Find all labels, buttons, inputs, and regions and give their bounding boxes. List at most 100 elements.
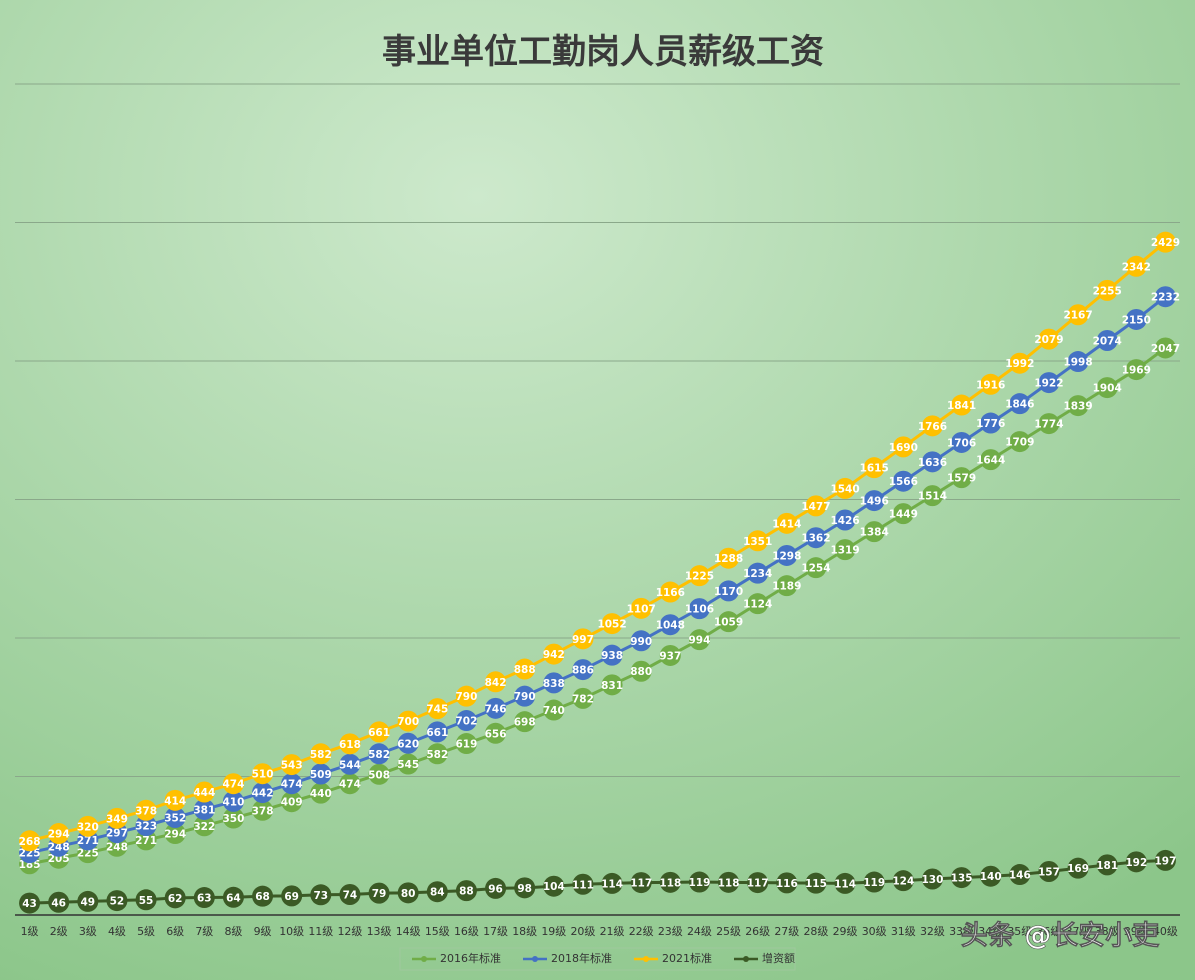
legend-label: 2018年标准 xyxy=(551,951,612,965)
x-tick-label: 36级 xyxy=(1036,925,1061,938)
x-tick-label: 22级 xyxy=(629,925,654,938)
data-label: 508 xyxy=(368,769,390,781)
point xyxy=(659,614,681,636)
data-label: 146 xyxy=(1009,870,1031,882)
point xyxy=(863,521,885,543)
point xyxy=(1154,337,1176,359)
point xyxy=(805,495,827,517)
point xyxy=(1125,851,1147,873)
x-tick-label: 2级 xyxy=(50,925,68,938)
series-line xyxy=(29,346,1167,866)
data-label: 1288 xyxy=(714,553,743,565)
data-label: 1298 xyxy=(772,550,801,562)
point xyxy=(892,870,914,892)
data-label: 1107 xyxy=(627,603,656,615)
data-label: 1166 xyxy=(656,587,685,599)
legend-label: 增资额 xyxy=(762,951,795,965)
x-tick-label: 30级 xyxy=(862,925,887,938)
data-label: 135 xyxy=(951,873,973,885)
data-label: 2232 xyxy=(1151,292,1180,304)
data-label: 119 xyxy=(863,877,885,889)
data-label: 1477 xyxy=(801,501,830,513)
data-label: 84 xyxy=(430,887,445,899)
data-label: 656 xyxy=(485,728,507,740)
point xyxy=(455,685,477,707)
data-label: 618 xyxy=(339,739,361,751)
series-line xyxy=(29,241,1167,843)
point xyxy=(222,790,244,812)
point xyxy=(1096,377,1118,399)
data-label: 117 xyxy=(747,878,769,890)
point xyxy=(368,763,390,785)
point xyxy=(222,807,244,829)
data-label: 225 xyxy=(77,848,99,860)
data-label: 544 xyxy=(339,759,361,771)
data-label: 1052 xyxy=(597,619,626,631)
data-label: 409 xyxy=(281,797,303,809)
data-label: 782 xyxy=(572,693,594,705)
legend-label: 2021标准 xyxy=(662,951,712,965)
point xyxy=(281,791,303,813)
point xyxy=(1154,849,1176,871)
point xyxy=(310,763,332,785)
watermark: 头条 @长安小吏 xyxy=(961,921,1160,952)
data-label: 118 xyxy=(659,877,681,889)
series-line xyxy=(29,295,1167,855)
data-label: 1846 xyxy=(1005,399,1034,411)
data-label: 880 xyxy=(630,666,652,678)
point xyxy=(834,872,856,894)
point xyxy=(19,892,41,914)
x-tick-label: 15级 xyxy=(425,925,450,938)
data-label: 1540 xyxy=(830,483,859,495)
point xyxy=(630,597,652,619)
data-label: 474 xyxy=(339,779,361,791)
point xyxy=(951,394,973,416)
point xyxy=(368,743,390,765)
point xyxy=(48,823,70,845)
point xyxy=(1096,279,1118,301)
point xyxy=(164,823,186,845)
data-label: 62 xyxy=(168,893,183,905)
data-label: 543 xyxy=(281,760,303,772)
data-label: 49 xyxy=(81,896,96,908)
data-label: 381 xyxy=(193,804,215,816)
point xyxy=(455,710,477,732)
data-label: 661 xyxy=(368,727,390,739)
data-label: 1234 xyxy=(743,568,772,580)
point xyxy=(980,412,1002,434)
data-label: 248 xyxy=(106,841,128,853)
point xyxy=(164,789,186,811)
point xyxy=(543,672,565,694)
point xyxy=(193,815,215,837)
data-label: 169 xyxy=(1067,863,1089,875)
data-label: 790 xyxy=(455,691,477,703)
data-label: 225 xyxy=(19,848,41,860)
data-label: 619 xyxy=(455,739,477,751)
point xyxy=(1154,231,1176,253)
data-label: 118 xyxy=(718,877,740,889)
x-tick-label: 11级 xyxy=(308,925,333,938)
data-label: 2342 xyxy=(1122,261,1151,273)
point xyxy=(514,658,536,680)
data-label: 181 xyxy=(1096,860,1118,872)
data-label: 114 xyxy=(834,878,856,890)
data-label: 1916 xyxy=(976,379,1005,391)
data-label: 1904 xyxy=(1093,383,1122,395)
data-label: 888 xyxy=(514,664,536,676)
legend-dot xyxy=(643,956,649,962)
point xyxy=(1009,393,1031,415)
data-label: 997 xyxy=(572,634,594,646)
data-label: 114 xyxy=(601,878,623,890)
data-label: 2429 xyxy=(1151,237,1180,249)
data-label: 746 xyxy=(485,703,507,715)
point xyxy=(77,815,99,837)
point xyxy=(1125,255,1147,277)
point xyxy=(601,872,623,894)
point xyxy=(339,753,361,775)
data-label: 68 xyxy=(255,891,270,903)
point xyxy=(688,629,710,651)
point xyxy=(455,880,477,902)
data-label: 1254 xyxy=(801,563,830,575)
point xyxy=(135,829,157,851)
